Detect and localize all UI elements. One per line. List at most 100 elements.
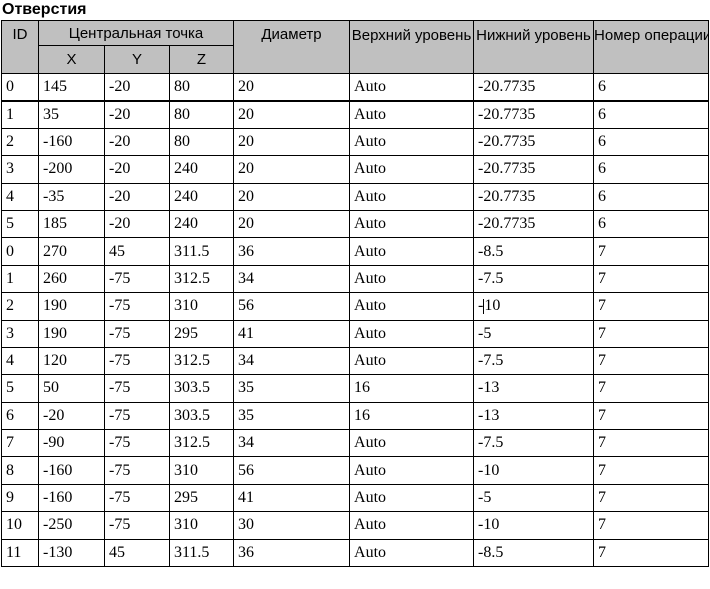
cell-z[interactable]: 310 bbox=[168, 292, 235, 321]
cell-d[interactable]: 30 bbox=[233, 511, 351, 540]
cell-d[interactable]: 20 bbox=[233, 72, 351, 102]
cell-upper[interactable]: Auto bbox=[349, 264, 475, 294]
cell-x[interactable]: 185 bbox=[38, 209, 105, 239]
cell-op[interactable]: 6 bbox=[593, 72, 710, 102]
cell-lower[interactable]: -20.7735 bbox=[473, 182, 595, 211]
cell-z[interactable]: 80 bbox=[168, 127, 235, 157]
cell-op[interactable]: 6 bbox=[593, 155, 710, 184]
cell-upper[interactable]: Auto bbox=[349, 127, 475, 157]
cell-id[interactable]: 6 bbox=[1, 401, 39, 431]
cell-lower[interactable]: -7.5 bbox=[473, 264, 595, 294]
cell-z[interactable]: 240 bbox=[168, 209, 235, 239]
cell-upper[interactable]: Auto bbox=[349, 72, 475, 102]
cell-z[interactable]: 240 bbox=[168, 182, 235, 211]
cell-upper[interactable]: Auto bbox=[349, 209, 475, 239]
cell-y[interactable]: -75 bbox=[104, 374, 170, 403]
cell-id[interactable]: 9 bbox=[1, 483, 39, 513]
cell-d[interactable]: 20 bbox=[233, 182, 351, 211]
cell-x[interactable]: 260 bbox=[38, 264, 105, 294]
cell-d[interactable]: 20 bbox=[233, 127, 351, 157]
cell-d[interactable]: 41 bbox=[233, 319, 351, 348]
cell-x[interactable]: -160 bbox=[38, 456, 105, 485]
cell-op[interactable]: 7 bbox=[593, 292, 710, 321]
cell-op[interactable]: 7 bbox=[593, 319, 710, 348]
cell-id[interactable]: 4 bbox=[1, 182, 39, 211]
cell-x[interactable]: -130 bbox=[38, 538, 105, 568]
cell-upper[interactable]: Auto bbox=[349, 511, 475, 540]
cell-id[interactable]: 5 bbox=[1, 209, 39, 239]
cell-lower[interactable]: -20.7735 bbox=[473, 72, 595, 102]
cell-d[interactable]: 41 bbox=[233, 483, 351, 513]
cell-lower[interactable]: -13 bbox=[473, 401, 595, 431]
cell-id[interactable]: 1 bbox=[1, 100, 39, 129]
cell-op[interactable]: 6 bbox=[593, 127, 710, 157]
cell-op[interactable]: 6 bbox=[593, 100, 710, 129]
cell-y[interactable]: -75 bbox=[104, 319, 170, 348]
cell-y[interactable]: 45 bbox=[104, 237, 170, 266]
cell-op[interactable]: 7 bbox=[593, 374, 710, 403]
cell-id[interactable]: 4 bbox=[1, 346, 39, 376]
cell-upper[interactable]: Auto bbox=[349, 155, 475, 184]
cell-op[interactable]: 7 bbox=[593, 511, 710, 540]
cell-y[interactable]: -75 bbox=[104, 292, 170, 321]
cell-op[interactable]: 7 bbox=[593, 538, 710, 568]
cell-op[interactable]: 7 bbox=[593, 264, 710, 294]
cell-z[interactable]: 295 bbox=[168, 319, 235, 348]
cell-id[interactable]: 8 bbox=[1, 456, 39, 485]
cell-lower[interactable]: -20.7735 bbox=[473, 127, 595, 157]
cell-id[interactable]: 0 bbox=[1, 237, 39, 266]
cell-upper[interactable]: Auto bbox=[349, 538, 475, 568]
cell-x[interactable]: -90 bbox=[38, 429, 105, 458]
cell-d[interactable]: 35 bbox=[233, 374, 351, 403]
cell-z[interactable]: 295 bbox=[168, 483, 235, 513]
cell-upper[interactable]: Auto bbox=[349, 237, 475, 266]
cell-x[interactable]: 50 bbox=[38, 374, 105, 403]
cell-d[interactable]: 34 bbox=[233, 429, 351, 458]
cell-d[interactable]: 34 bbox=[233, 264, 351, 294]
cell-d[interactable]: 56 bbox=[233, 292, 351, 321]
cell-upper[interactable]: Auto bbox=[349, 456, 475, 485]
cell-op[interactable]: 7 bbox=[593, 346, 710, 376]
cell-z[interactable]: 240 bbox=[168, 155, 235, 184]
cell-id[interactable]: 3 bbox=[1, 155, 39, 184]
cell-lower[interactable]: -10 bbox=[473, 511, 595, 540]
cell-y[interactable]: -75 bbox=[104, 456, 170, 485]
cell-d[interactable]: 36 bbox=[233, 237, 351, 266]
cell-id[interactable]: 11 bbox=[1, 538, 39, 568]
cell-lower[interactable]: -13 bbox=[473, 374, 595, 403]
cell-z[interactable]: 312.5 bbox=[168, 346, 235, 376]
cell-y[interactable]: -75 bbox=[104, 511, 170, 540]
cell-y[interactable]: -20 bbox=[104, 100, 170, 129]
cell-op[interactable]: 7 bbox=[593, 401, 710, 431]
cell-y[interactable]: -75 bbox=[104, 429, 170, 458]
cell-op[interactable]: 7 bbox=[593, 456, 710, 485]
cell-x[interactable]: -200 bbox=[38, 155, 105, 184]
cell-z[interactable]: 310 bbox=[168, 511, 235, 540]
cell-upper[interactable]: Auto bbox=[349, 319, 475, 348]
cell-y[interactable]: -20 bbox=[104, 155, 170, 184]
cell-lower[interactable]: -8.5 bbox=[473, 237, 595, 266]
cell-lower[interactable]: -20.7735 bbox=[473, 100, 595, 129]
cell-y[interactable]: 45 bbox=[104, 538, 170, 568]
cell-lower[interactable]: -10 bbox=[473, 292, 595, 321]
cell-d[interactable]: 20 bbox=[233, 155, 351, 184]
cell-x[interactable]: 120 bbox=[38, 346, 105, 376]
cell-x[interactable]: 35 bbox=[38, 100, 105, 129]
cell-lower[interactable]: -20.7735 bbox=[473, 155, 595, 184]
cell-y[interactable]: -75 bbox=[104, 483, 170, 513]
cell-x[interactable]: -160 bbox=[38, 483, 105, 513]
cell-lower[interactable]: -7.5 bbox=[473, 346, 595, 376]
cell-y[interactable]: -75 bbox=[104, 401, 170, 431]
cell-d[interactable]: 20 bbox=[233, 100, 351, 129]
cell-upper[interactable]: 16 bbox=[349, 374, 475, 403]
cell-y[interactable]: -20 bbox=[104, 72, 170, 102]
cell-lower[interactable]: -8.5 bbox=[473, 538, 595, 568]
cell-upper[interactable]: Auto bbox=[349, 483, 475, 513]
cell-d[interactable]: 36 bbox=[233, 538, 351, 568]
cell-upper[interactable]: Auto bbox=[349, 429, 475, 458]
cell-x[interactable]: -20 bbox=[38, 401, 105, 431]
cell-upper[interactable]: Auto bbox=[349, 100, 475, 129]
cell-y[interactable]: -75 bbox=[104, 264, 170, 294]
cell-op[interactable]: 7 bbox=[593, 237, 710, 266]
cell-d[interactable]: 34 bbox=[233, 346, 351, 376]
